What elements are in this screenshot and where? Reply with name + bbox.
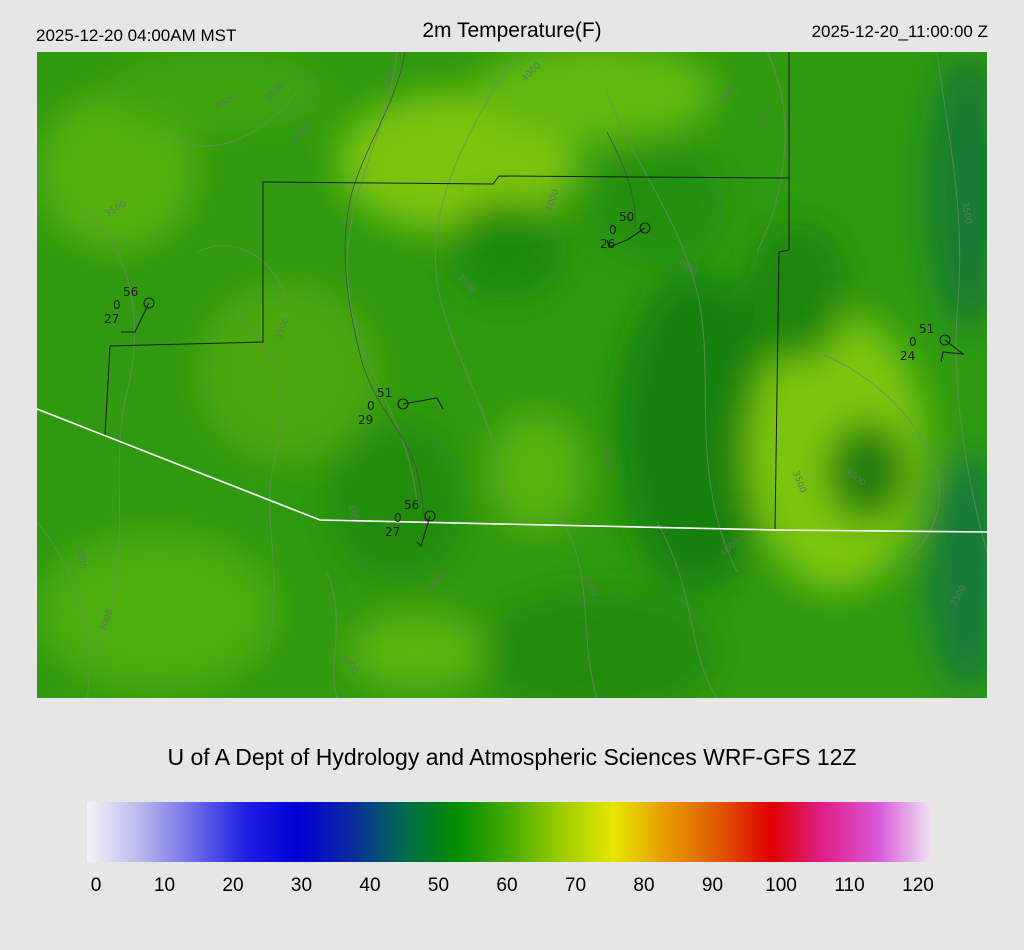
map-title: 2m Temperature(F) bbox=[422, 19, 602, 42]
terrain-contours bbox=[37, 52, 987, 698]
station-dewpoint: 26 bbox=[600, 237, 615, 251]
contour-label: 3000 bbox=[382, 68, 396, 93]
colorbar-tick-label: 80 bbox=[633, 875, 655, 896]
wind-barb bbox=[416, 515, 431, 548]
utc-time-label: 2025-12-20_11:00:00 Z bbox=[811, 22, 988, 41]
colorbar-tick-label: 50 bbox=[427, 875, 450, 896]
credit-text: U of A Dept of Hydrology and Atmospheric… bbox=[167, 744, 857, 770]
temperature-colorbar bbox=[87, 802, 929, 862]
station-temperature: 51 bbox=[919, 322, 934, 336]
station-circle bbox=[143, 297, 155, 309]
temperature-field bbox=[37, 52, 987, 698]
wind-barb bbox=[606, 227, 646, 248]
station-circle bbox=[939, 334, 951, 346]
station-temperature: 56 bbox=[404, 498, 419, 512]
county-boundary bbox=[774, 52, 790, 531]
temperature-map: 4000 3500 3000 4000 3500 4000 3000 3500 … bbox=[37, 52, 987, 698]
station-dewpoint: 27 bbox=[104, 312, 119, 326]
colorbar-tick-label: 120 bbox=[902, 875, 934, 896]
station-wind-speed: 0 bbox=[367, 399, 375, 413]
colorbar-tick-label: 40 bbox=[359, 875, 381, 896]
state-boundary bbox=[37, 408, 987, 533]
county-boundaries bbox=[104, 52, 790, 531]
contour-label: 3500 bbox=[959, 201, 973, 226]
colorbar-tick-label: 30 bbox=[290, 875, 313, 896]
contour-label: 3500 bbox=[74, 546, 88, 571]
station-temperature: 50 bbox=[619, 210, 634, 224]
wind-barb bbox=[121, 302, 150, 333]
colorbar-tick-label: 90 bbox=[701, 875, 724, 896]
wind-barb bbox=[940, 339, 965, 363]
colorbar-ramp bbox=[87, 802, 929, 862]
station-wind-speed: 0 bbox=[909, 335, 917, 349]
colorbar-svg bbox=[87, 802, 929, 862]
temperature-map-svg: 4000 3500 3000 4000 3500 4000 3000 3500 … bbox=[37, 52, 987, 698]
colorbar-tick-label: 20 bbox=[222, 875, 244, 896]
colorbar-tick-label: 100 bbox=[765, 875, 797, 896]
station-dewpoint: 29 bbox=[358, 413, 373, 427]
colorbar-tick-label: 10 bbox=[153, 875, 176, 896]
local-time-label: 2025-12-20 04:00AM MST bbox=[36, 26, 237, 45]
station-circle bbox=[424, 510, 436, 522]
station-circle bbox=[397, 398, 409, 410]
station-wind-speed: 0 bbox=[394, 511, 402, 525]
station-wind-speed: 0 bbox=[609, 223, 617, 237]
station-temperature: 56 bbox=[123, 285, 138, 299]
station-wind-speed: 0 bbox=[113, 298, 121, 312]
station-dewpoint: 24 bbox=[900, 349, 915, 363]
station-temperature: 51 bbox=[377, 386, 392, 400]
colorbar-tick-label: 60 bbox=[496, 875, 518, 896]
wind-barb bbox=[402, 397, 444, 410]
contour-label: 4000 bbox=[599, 446, 613, 471]
colorbar-ticks: 0 10 20 30 40 50 60 70 80 90 100 110 120 bbox=[0, 875, 1024, 905]
station-circle bbox=[639, 222, 651, 234]
colorbar-tick-label: 70 bbox=[564, 875, 587, 896]
county-boundary bbox=[104, 182, 264, 437]
drainage-lines bbox=[344, 52, 636, 523]
colorbar-tick-label: 0 bbox=[90, 875, 102, 896]
colorbar-tick-label: 110 bbox=[834, 875, 865, 896]
station-dewpoint: 27 bbox=[385, 525, 400, 539]
county-boundary bbox=[262, 175, 790, 185]
